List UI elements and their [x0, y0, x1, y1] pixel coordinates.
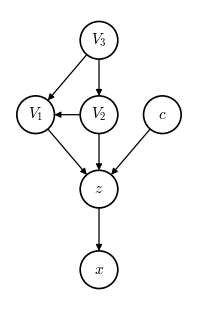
Text: $V_3$: $V_3$	[91, 32, 107, 49]
Text: $c$: $c$	[158, 108, 167, 122]
Text: $z$: $z$	[94, 182, 104, 196]
Text: $x$: $x$	[94, 263, 104, 277]
Ellipse shape	[80, 251, 118, 289]
Text: $V_1$: $V_1$	[28, 106, 43, 123]
Ellipse shape	[80, 96, 118, 134]
Ellipse shape	[80, 21, 118, 59]
Text: $V_2$: $V_2$	[91, 106, 107, 123]
Ellipse shape	[144, 96, 181, 134]
Ellipse shape	[80, 170, 118, 208]
Ellipse shape	[17, 96, 54, 134]
